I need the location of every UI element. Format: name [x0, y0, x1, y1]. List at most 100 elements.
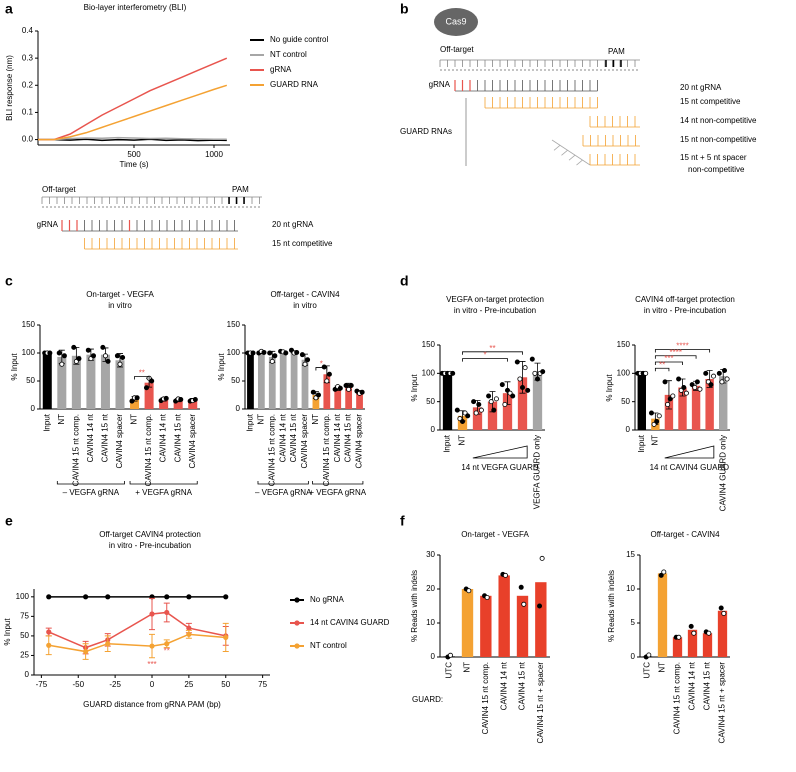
data-point — [520, 384, 526, 390]
data-point — [662, 379, 668, 385]
legend-label: NT control — [270, 50, 307, 59]
data-point — [302, 361, 308, 367]
legend-marker — [294, 643, 300, 649]
legend-label: No gRNA — [310, 595, 344, 604]
chart-title: CAVIN4 off-target protection — [635, 295, 735, 304]
significance-label: *** — [147, 660, 156, 669]
diagram-label: non-competitive — [688, 165, 745, 174]
marker — [105, 594, 111, 600]
y-tick-label: 150 — [227, 320, 241, 329]
sequence-comb — [61, 220, 238, 232]
chart-title: Off-target - CAVIN4 — [650, 530, 720, 539]
x-tick-label: NT — [57, 414, 66, 425]
data-point — [466, 588, 472, 594]
legend-marker — [294, 620, 300, 626]
x-tick-label: UTC — [444, 662, 453, 679]
x-tick-label: Input — [443, 434, 452, 453]
bar — [461, 589, 474, 657]
data-point — [465, 413, 471, 419]
bar — [334, 388, 342, 409]
y-tick-label: 100 — [617, 368, 631, 377]
bar — [301, 359, 309, 409]
data-point — [703, 370, 709, 376]
diagram-label: Off-target — [42, 185, 76, 194]
x-axis-label: Time (s) — [119, 160, 148, 169]
data-point — [348, 382, 354, 388]
data-point — [502, 401, 508, 407]
y-axis-label: % Input — [10, 353, 19, 381]
row-label: GUARD: — [412, 695, 443, 704]
significance-label: * — [320, 360, 323, 369]
significance-bracket — [315, 367, 328, 371]
data-point — [681, 384, 687, 390]
x-tick-label: 500 — [127, 150, 141, 159]
data-point — [676, 376, 682, 382]
bar — [502, 393, 513, 430]
data-point — [71, 344, 77, 350]
data-point — [517, 376, 523, 382]
data-point — [654, 418, 660, 424]
panel-label: d — [400, 273, 409, 289]
data-point — [267, 350, 273, 356]
bar — [664, 394, 674, 430]
panel-label: b — [400, 1, 409, 17]
data-point — [163, 395, 169, 401]
line — [38, 138, 227, 142]
significance-label: *** — [664, 354, 673, 363]
panel-label: e — [5, 513, 13, 529]
x-tick-label: NT — [458, 435, 467, 446]
x-tick-label: CAVIN4 15 nt comp. — [481, 662, 490, 734]
y-axis-label: % Input — [217, 353, 226, 381]
data-point — [337, 385, 343, 391]
marker — [149, 611, 155, 617]
diagram-label: 15 nt competitive — [272, 239, 333, 248]
chart-subtitle: in vitro — [108, 301, 132, 310]
x-tick-label: Input — [637, 434, 646, 453]
marker — [105, 641, 111, 647]
bar — [637, 373, 646, 430]
x-tick-label: CAVIN4 spacer — [115, 414, 124, 469]
x-tick-label: CAVIN4 GUARD only — [718, 435, 727, 511]
bar — [345, 386, 353, 409]
y-tick-label: 15 — [626, 550, 635, 559]
data-point — [47, 350, 53, 356]
group-label: + VEGFA gRNA — [309, 488, 366, 497]
x-tick-label: NT — [650, 435, 659, 446]
group-label: – VEGFA gRNA — [63, 488, 120, 497]
bar — [100, 354, 110, 409]
x-tick-label: CAVIN4 15 nt comp. — [673, 662, 682, 734]
x-tick-label: NT — [658, 662, 667, 673]
bar — [247, 353, 254, 409]
bar — [532, 371, 543, 430]
group-label: + VEGFA gRNA — [135, 488, 192, 497]
y-tick-label: 30 — [426, 550, 435, 559]
x-tick-label: 50 — [221, 680, 230, 689]
chart-subtitle: in vitro — [293, 301, 317, 310]
bar — [517, 377, 528, 430]
y-tick-label: 100 — [422, 368, 436, 377]
bar — [159, 399, 169, 409]
y-tick-label: 0 — [631, 652, 636, 661]
bar — [480, 595, 492, 657]
data-point — [691, 630, 697, 636]
data-point — [537, 603, 543, 609]
bar — [86, 354, 96, 409]
data-point — [518, 584, 524, 590]
data-point — [343, 382, 349, 388]
y-tick-label: 0.3 — [22, 53, 34, 62]
bar — [472, 407, 483, 430]
data-point — [646, 652, 652, 658]
bar — [57, 356, 67, 409]
x-tick-label: CAVIN4 15 nt — [703, 661, 712, 710]
y-tick-label: 0 — [626, 425, 631, 434]
data-point — [658, 572, 664, 578]
bar — [323, 374, 331, 409]
chart-title: Bio-layer interferometry (BLI) — [84, 3, 187, 12]
bar — [487, 401, 498, 430]
y-tick-label: 0 — [31, 404, 36, 413]
x-tick-label: CAVIN4 spacer — [188, 414, 197, 469]
data-point — [459, 418, 465, 424]
data-point — [697, 386, 703, 392]
y-axis-label: BLI response (nm) — [5, 55, 14, 121]
y-tick-label: 150 — [617, 340, 631, 349]
